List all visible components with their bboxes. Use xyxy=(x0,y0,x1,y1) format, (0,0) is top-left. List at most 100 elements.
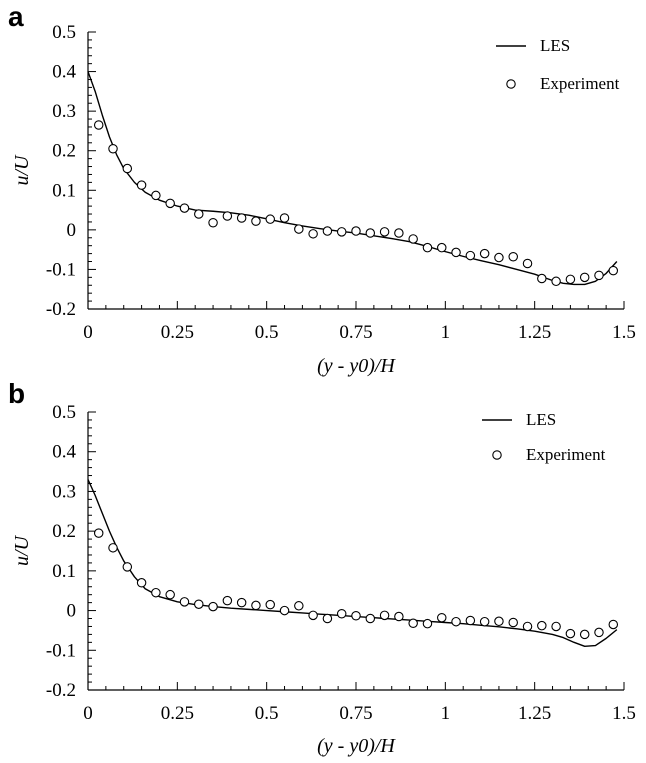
y-tick-label: 0.4 xyxy=(52,62,76,83)
experiment-point xyxy=(479,616,490,627)
y-tick-label: -0.1 xyxy=(46,259,76,280)
experiment-point xyxy=(194,209,204,219)
y-tick-label: -0.2 xyxy=(46,299,76,320)
experiment-point xyxy=(422,618,433,629)
experiment-point xyxy=(279,213,290,223)
experiment-point xyxy=(108,543,118,553)
les-line xyxy=(87,71,618,286)
y-tick-label: 0.2 xyxy=(52,521,76,542)
experiment-point xyxy=(222,595,233,606)
experiment-point xyxy=(194,599,204,609)
y-tick-label: 0 xyxy=(67,220,77,241)
experiment-point xyxy=(508,617,518,628)
experiment-point xyxy=(437,612,447,623)
experiment-point xyxy=(551,276,561,287)
experiment-point xyxy=(594,270,604,281)
experiment-point xyxy=(151,587,161,598)
x-tick-label: 0.75 xyxy=(339,322,372,343)
x-tick-label: 1 xyxy=(441,322,451,343)
experiment-point xyxy=(179,203,190,213)
x-tick-label: 1 xyxy=(441,703,451,724)
experiment-point xyxy=(422,242,433,253)
y-tick-label: 0 xyxy=(67,601,77,622)
experiment-point xyxy=(265,214,275,224)
experiment-point xyxy=(594,627,604,638)
x-tick-label: 0 xyxy=(83,703,93,724)
experiment-point xyxy=(151,190,161,201)
experiment-point xyxy=(122,562,133,572)
experiment-point xyxy=(251,600,261,611)
experiment-point xyxy=(394,611,404,622)
experiment-point xyxy=(265,599,275,610)
experiment-point xyxy=(408,234,418,244)
x-axis-label: (y - y0)/H xyxy=(317,355,396,377)
y-tick-label: 0.2 xyxy=(52,141,76,162)
y-axis-label: u/U xyxy=(11,154,33,186)
experiment-point xyxy=(136,180,147,190)
x-tick-label: 0.75 xyxy=(339,703,372,724)
legend-experiment-label: Experiment xyxy=(540,74,620,93)
experiment-point xyxy=(136,578,147,588)
panel-letter: a xyxy=(8,1,24,32)
experiment-point xyxy=(165,589,175,600)
legend-experiment-swatch xyxy=(506,79,516,89)
experiment-point xyxy=(379,227,390,237)
experiment-point xyxy=(208,217,218,228)
experiment-point xyxy=(522,621,533,632)
experiment-point xyxy=(451,247,461,258)
experiment-point xyxy=(279,605,290,616)
experiment-point xyxy=(308,610,318,621)
y-axis-label: u/U xyxy=(11,534,33,566)
experiment-point xyxy=(336,608,347,619)
panel-letter: b xyxy=(8,378,25,409)
experiment-point xyxy=(494,616,504,627)
experiment-point xyxy=(322,226,333,236)
experiment-point xyxy=(579,272,590,283)
legend-experiment-label: Experiment xyxy=(526,445,606,464)
x-tick-label: 0 xyxy=(83,322,93,343)
experiment-point xyxy=(408,618,418,629)
experiment-point xyxy=(93,528,104,538)
y-tick-label: 0.3 xyxy=(52,101,76,122)
y-tick-label: 0.4 xyxy=(52,442,76,463)
experiment-point xyxy=(351,226,361,236)
experiment-point xyxy=(465,615,476,626)
experiment-point xyxy=(608,619,619,630)
experiment-point xyxy=(208,601,218,612)
experiment-point xyxy=(479,248,490,259)
experiment-point xyxy=(351,610,361,621)
y-tick-label: -0.1 xyxy=(46,640,76,661)
experiment-point xyxy=(322,613,333,624)
experiment-point xyxy=(294,224,304,234)
experiment-point xyxy=(236,213,247,223)
panel-a: a -0.2 -0.1 0 0.1 0.2 0.3 0.4 0.5 0 0.25 0.5 0.75 1 1.… xyxy=(8,1,636,377)
experiment-point xyxy=(565,628,576,639)
experiment-point xyxy=(236,597,247,608)
x-axis-label: (y - y0)/H xyxy=(317,735,396,757)
legend-experiment-swatch xyxy=(492,450,502,460)
experiment-point xyxy=(222,211,233,221)
experiment-point xyxy=(437,242,447,253)
experiment-point xyxy=(365,228,376,238)
experiment-point xyxy=(494,252,504,263)
y-tick-label: -0.2 xyxy=(46,680,76,701)
panel-b: b -0.2 -0.1 0 0.1 0.2 0.3 0.4 0.5 0 0.25 0.5 0.75 1 1.… xyxy=(8,378,636,757)
x-tick-label: 1.25 xyxy=(518,703,551,724)
experiment-point xyxy=(522,258,533,269)
experiment-point xyxy=(379,610,390,621)
experiment-point xyxy=(108,143,118,154)
experiment-point xyxy=(551,621,561,632)
y-tick-label: 0.5 xyxy=(52,402,76,423)
y-tick-label: 0.3 xyxy=(52,481,76,502)
x-tick-label: 1.5 xyxy=(612,322,636,343)
experiment-point xyxy=(537,273,547,284)
experiment-point xyxy=(365,613,376,624)
y-tick-label: 0.1 xyxy=(52,561,76,582)
x-tick-label: 0.5 xyxy=(255,703,279,724)
experiment-point xyxy=(179,597,190,607)
x-tick-label: 1.5 xyxy=(612,703,636,724)
x-tick-label: 0.5 xyxy=(255,322,279,343)
experiment-point xyxy=(465,250,476,261)
experiment-point xyxy=(508,252,518,262)
